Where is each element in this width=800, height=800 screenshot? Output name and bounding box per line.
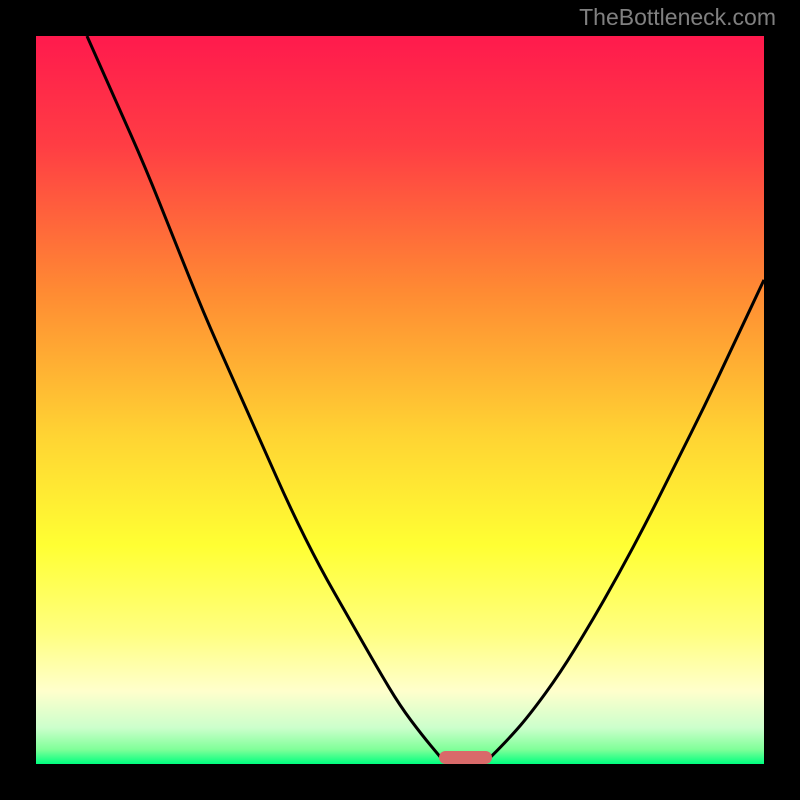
right-curve-line	[491, 280, 764, 757]
chart-plot-area	[36, 36, 764, 764]
left-curve-line	[87, 36, 440, 757]
bottleneck-marker	[439, 751, 491, 764]
chart-curves	[36, 36, 764, 764]
watermark-text: TheBottleneck.com	[579, 4, 776, 31]
